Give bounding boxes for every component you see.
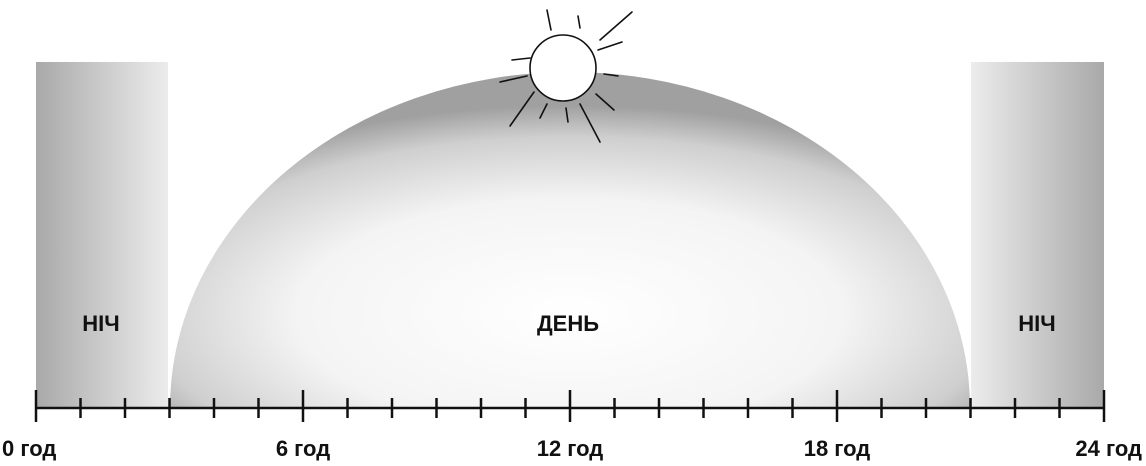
axis-label: 6 год <box>276 436 330 461</box>
axis-label: 0 год <box>2 436 56 461</box>
day-dome <box>170 72 970 408</box>
axis-ticks <box>34 390 1106 422</box>
night-block <box>971 62 1104 408</box>
sun <box>499 9 633 143</box>
axis-label: 24 год <box>1075 436 1142 461</box>
axis-label: 12 год <box>537 436 604 461</box>
night-label: НІЧ <box>1018 311 1055 336</box>
night-label: НІЧ <box>82 311 119 336</box>
day-label: ДЕНЬ <box>537 311 599 336</box>
night-block <box>36 62 168 408</box>
axis-label: 18 год <box>804 436 871 461</box>
